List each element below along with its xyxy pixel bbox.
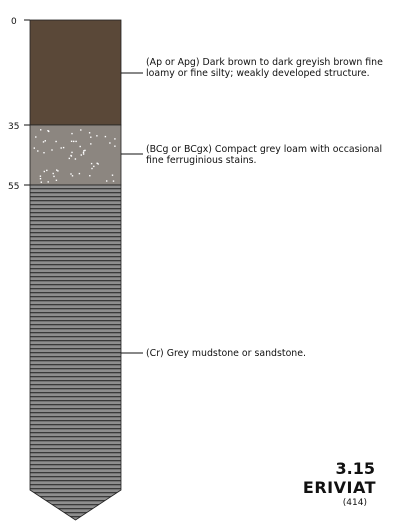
horizon-bcg-description: (BCg or BCgx) Compact grey loam with occ… [146,144,383,166]
profile-name: ERIVIAT [302,478,376,497]
horizon-bcg [29,124,122,186]
stain-dot [70,140,73,142]
stain-dot [84,149,86,152]
stain-dot [89,175,91,177]
stain-dot [112,180,115,182]
stain-dot [82,151,85,154]
depth-axis: 0 35 55 [8,17,30,192]
stain-dot [43,152,45,154]
stain-dot [70,173,72,175]
profile-code: (414) [342,498,367,508]
stain-dot [35,136,37,138]
stain-dot [60,147,62,149]
stain-dot [96,135,98,137]
stain-dot [47,130,49,132]
stain-dot [47,181,49,183]
stain-dot [93,165,95,168]
stain-dot [96,162,98,164]
horizon-cr-outline [29,184,122,521]
horizon-cr-description: (Cr) Grey mudstone or sandstone. [146,348,306,359]
stain-dot [91,167,93,170]
stain-dot [111,174,114,176]
stain-dot [80,154,82,156]
stain-dot [90,143,92,145]
stain-dot [68,157,70,160]
stain-dot [53,175,55,178]
stain-dot [97,163,99,165]
stain-dot [62,146,65,149]
stain-dot [33,147,35,149]
stain-dot [57,170,59,172]
horizon-ap-description: (Ap or Apg) Dark brown to dark greyish b… [146,57,383,79]
stain-dot [40,181,42,183]
stain-dot [74,158,77,160]
stain-dot [56,169,58,171]
stain-dot [70,154,72,157]
stain-dot [39,175,42,177]
stain-dot [51,149,53,151]
stain-dot [78,172,81,175]
horizon-ap [29,19,122,126]
depth-label-0: 0 [11,17,17,27]
stain-dot [109,142,111,144]
stain-dot [42,141,45,143]
horizon-cr [30,185,121,520]
stain-dot [106,180,108,182]
stain-dot [43,170,45,173]
stain-dot [71,175,74,177]
stain-dot [73,140,75,143]
stain-dot [79,145,81,148]
stain-dot [80,129,82,131]
stain-dot [71,151,73,154]
stain-dot [37,150,39,152]
depth-label-35: 35 [8,122,19,132]
stain-dot [104,135,107,138]
stain-dot [39,178,42,180]
stain-dot [90,136,92,138]
stain-dot [55,179,58,181]
stain-dot [114,138,116,140]
stain-dot [90,162,93,165]
stain-dot [114,145,116,147]
stain-dot [40,129,42,131]
stain-dot [44,140,46,142]
stain-dot [46,169,48,172]
stain-dot [52,172,54,175]
stain-dot [71,132,73,135]
stain-dot [88,132,91,134]
depth-label-55: 55 [8,182,19,192]
stain-dot [75,140,77,143]
stain-dot [82,153,85,155]
stain-dot [55,140,57,143]
stain-dot [83,150,85,152]
horizon-bcg-stains [33,129,116,183]
profile-number: 3.15 [335,459,375,478]
